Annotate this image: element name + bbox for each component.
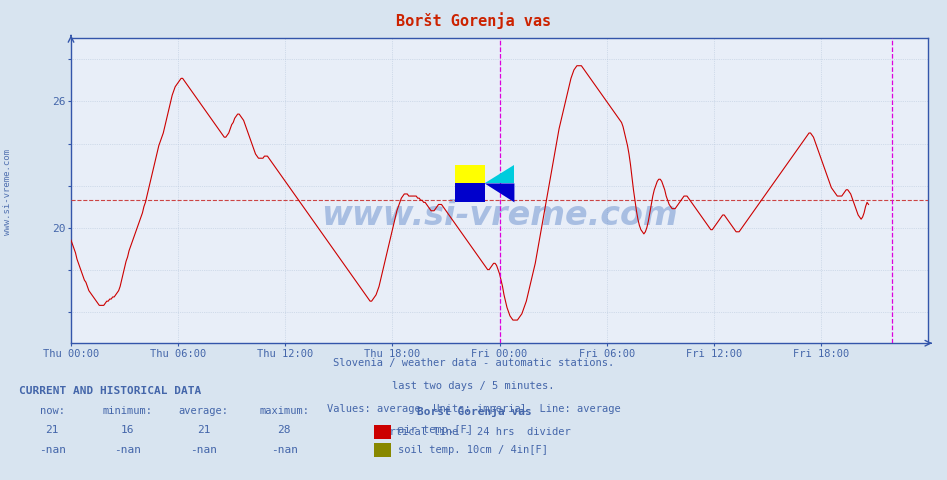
- Text: now:: now:: [40, 406, 64, 416]
- Text: www.si-vreme.com: www.si-vreme.com: [3, 149, 12, 235]
- Bar: [455, 165, 485, 183]
- Text: -nan: -nan: [115, 445, 141, 456]
- Polygon shape: [485, 165, 514, 183]
- Text: 28: 28: [277, 425, 291, 435]
- Text: www.si-vreme.com: www.si-vreme.com: [321, 199, 678, 232]
- Text: Boršt Gorenja vas: Boršt Gorenja vas: [396, 12, 551, 29]
- Text: Boršt Gorenja vas: Boršt Gorenja vas: [417, 406, 531, 417]
- Text: Slovenia / weather data - automatic stations.: Slovenia / weather data - automatic stat…: [333, 358, 614, 368]
- Text: 21: 21: [45, 425, 59, 435]
- Text: vertical line - 24 hrs  divider: vertical line - 24 hrs divider: [377, 427, 570, 437]
- Text: soil temp. 10cm / 4in[F]: soil temp. 10cm / 4in[F]: [398, 445, 547, 456]
- Text: -nan: -nan: [39, 445, 65, 456]
- Text: CURRENT AND HISTORICAL DATA: CURRENT AND HISTORICAL DATA: [19, 386, 201, 396]
- Text: average:: average:: [179, 406, 228, 416]
- Text: maximum:: maximum:: [259, 406, 309, 416]
- Text: Values: average  Units: imperial  Line: average: Values: average Units: imperial Line: av…: [327, 404, 620, 414]
- Bar: [455, 183, 485, 203]
- Text: air temp.[F]: air temp.[F]: [398, 425, 473, 435]
- Text: 21: 21: [197, 425, 210, 435]
- Text: last two days / 5 minutes.: last two days / 5 minutes.: [392, 381, 555, 391]
- Text: -nan: -nan: [190, 445, 217, 456]
- Text: 16: 16: [121, 425, 134, 435]
- Polygon shape: [485, 183, 514, 203]
- Text: -nan: -nan: [271, 445, 297, 456]
- Text: minimum:: minimum:: [103, 406, 152, 416]
